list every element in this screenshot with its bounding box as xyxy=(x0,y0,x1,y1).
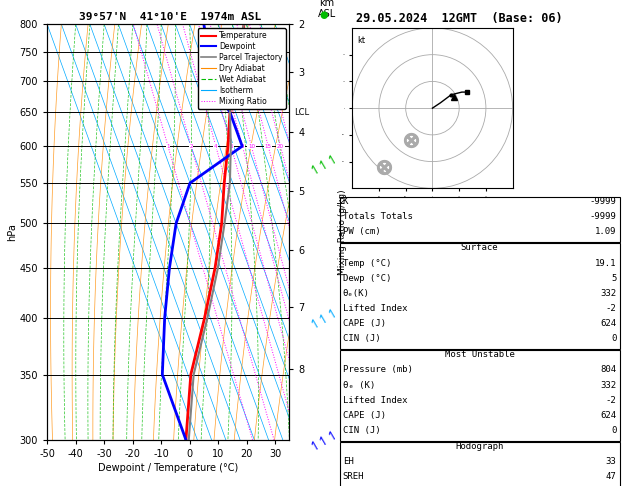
Text: 1: 1 xyxy=(166,144,170,149)
Text: 6: 6 xyxy=(230,144,233,149)
Text: Mixing Ratio (g/kg): Mixing Ratio (g/kg) xyxy=(338,189,347,275)
Text: Dewp (°C): Dewp (°C) xyxy=(343,274,391,283)
Text: 332: 332 xyxy=(600,289,616,298)
Text: EH: EH xyxy=(343,457,353,467)
Text: ●: ● xyxy=(320,10,328,19)
Text: 804: 804 xyxy=(600,365,616,375)
Text: kt: kt xyxy=(357,36,365,45)
Text: 4: 4 xyxy=(214,144,218,149)
Text: ↿↿↿: ↿↿↿ xyxy=(307,304,341,331)
Text: Temp (°C): Temp (°C) xyxy=(343,259,391,268)
Text: LCL: LCL xyxy=(294,108,309,117)
Text: Totals Totals: Totals Totals xyxy=(343,212,413,221)
Text: -9999: -9999 xyxy=(589,197,616,206)
Text: Pressure (mb): Pressure (mb) xyxy=(343,365,413,375)
Legend: Temperature, Dewpoint, Parcel Trajectory, Dry Adiabat, Wet Adiabat, Isotherm, Mi: Temperature, Dewpoint, Parcel Trajectory… xyxy=(198,28,286,109)
Text: 33: 33 xyxy=(606,457,616,467)
Text: 8: 8 xyxy=(241,144,244,149)
Text: 624: 624 xyxy=(600,411,616,420)
Text: CAPE (J): CAPE (J) xyxy=(343,411,386,420)
Text: km
ASL: km ASL xyxy=(318,0,337,19)
Text: 29.05.2024  12GMT  (Base: 06): 29.05.2024 12GMT (Base: 06) xyxy=(356,12,562,25)
Text: SREH: SREH xyxy=(343,472,364,482)
Text: θₑ (K): θₑ (K) xyxy=(343,381,375,390)
Text: Lifted Index: Lifted Index xyxy=(343,396,408,405)
Y-axis label: hPa: hPa xyxy=(7,223,17,241)
Text: 1.09: 1.09 xyxy=(595,227,616,236)
Text: θₑ(K): θₑ(K) xyxy=(343,289,370,298)
Text: Most Unstable: Most Unstable xyxy=(445,350,515,360)
Text: ↿↿↿: ↿↿↿ xyxy=(307,151,341,178)
Text: 39°57'N  41°10'E  1974m ASL: 39°57'N 41°10'E 1974m ASL xyxy=(79,12,261,22)
Text: Hodograph: Hodograph xyxy=(455,442,504,451)
Text: 0: 0 xyxy=(611,426,616,435)
Text: 2: 2 xyxy=(189,144,193,149)
Text: 10: 10 xyxy=(248,144,255,149)
Text: Surface: Surface xyxy=(461,243,498,253)
Text: Lifted Index: Lifted Index xyxy=(343,304,408,313)
Text: 5: 5 xyxy=(611,274,616,283)
X-axis label: Dewpoint / Temperature (°C): Dewpoint / Temperature (°C) xyxy=(98,463,238,473)
Text: 624: 624 xyxy=(600,319,616,328)
Text: K: K xyxy=(343,197,348,206)
Text: ↿↿↿: ↿↿↿ xyxy=(307,426,341,453)
Text: -9999: -9999 xyxy=(589,212,616,221)
Text: 332: 332 xyxy=(600,381,616,390)
Text: 15: 15 xyxy=(265,144,272,149)
Text: -2: -2 xyxy=(606,304,616,313)
Text: 47: 47 xyxy=(606,472,616,482)
Text: 0: 0 xyxy=(611,334,616,343)
Text: 20: 20 xyxy=(277,144,284,149)
Text: 19.1: 19.1 xyxy=(595,259,616,268)
Text: CIN (J): CIN (J) xyxy=(343,334,381,343)
Text: CAPE (J): CAPE (J) xyxy=(343,319,386,328)
Text: CIN (J): CIN (J) xyxy=(343,426,381,435)
Text: PW (cm): PW (cm) xyxy=(343,227,381,236)
Text: -2: -2 xyxy=(606,396,616,405)
